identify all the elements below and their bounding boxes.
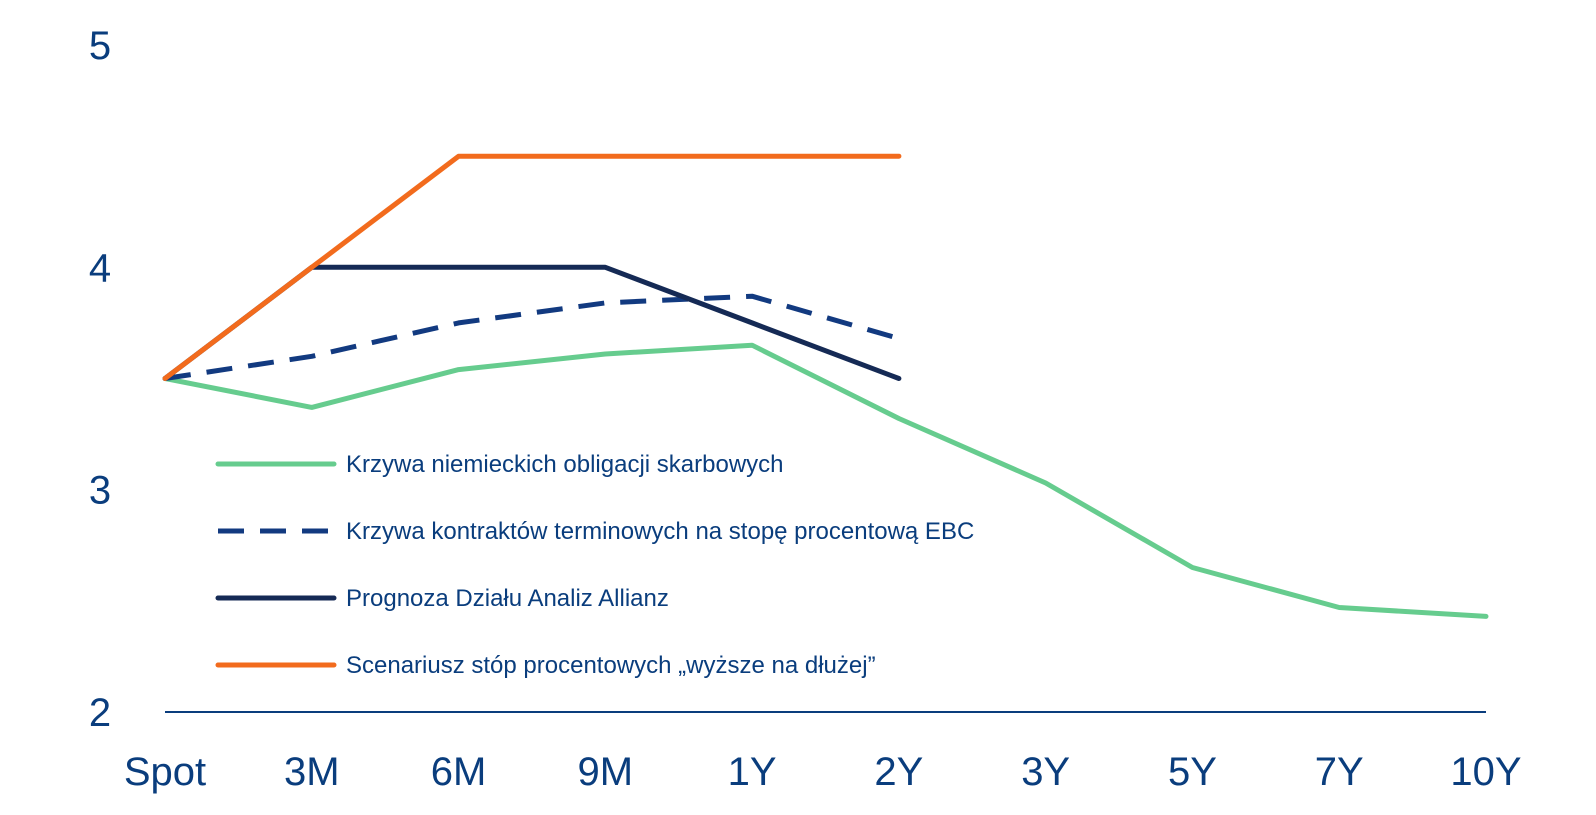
- x-tick-label: 5Y: [1168, 750, 1217, 794]
- y-tick-label: 3: [89, 469, 111, 513]
- x-tick-label: Spot: [124, 750, 206, 794]
- y-tick-label: 5: [89, 24, 111, 68]
- series-line-1: [162, 342, 1489, 619]
- series-line-4: [162, 153, 902, 381]
- legend-label-4: Scenariusz stóp procentowych „wyższe na …: [346, 652, 876, 679]
- y-tick-label: 2: [89, 691, 111, 735]
- x-tick-label: 3Y: [1021, 750, 1070, 794]
- x-axis-ticks: Spot 3M 6M 9M 1Y 2Y 3Y 5Y 7Y 10Y: [124, 750, 1522, 794]
- x-tick-label: 7Y: [1315, 750, 1364, 794]
- legend: Krzywa niemieckich obligacji skarbowych K…: [215, 451, 974, 679]
- y-tick-label: 4: [89, 246, 111, 290]
- x-tick-label: 2Y: [874, 750, 923, 794]
- x-tick-label: 10Y: [1450, 750, 1521, 794]
- y-axis-ticks: 5 4 3 2: [89, 24, 111, 735]
- legend-label-2: Krzywa kontraktów terminowych na stopę p…: [346, 518, 974, 545]
- legend-label-1: Krzywa niemieckich obligacji skarbowych: [346, 451, 784, 478]
- x-tick-label: 6M: [431, 750, 487, 794]
- x-tick-label: 3M: [284, 750, 340, 794]
- x-tick-label: 9M: [578, 750, 634, 794]
- series-lines: [162, 153, 1489, 619]
- legend-label-3: Prognoza Działu Analiz Allianz: [346, 585, 669, 612]
- x-tick-label: 1Y: [728, 750, 777, 794]
